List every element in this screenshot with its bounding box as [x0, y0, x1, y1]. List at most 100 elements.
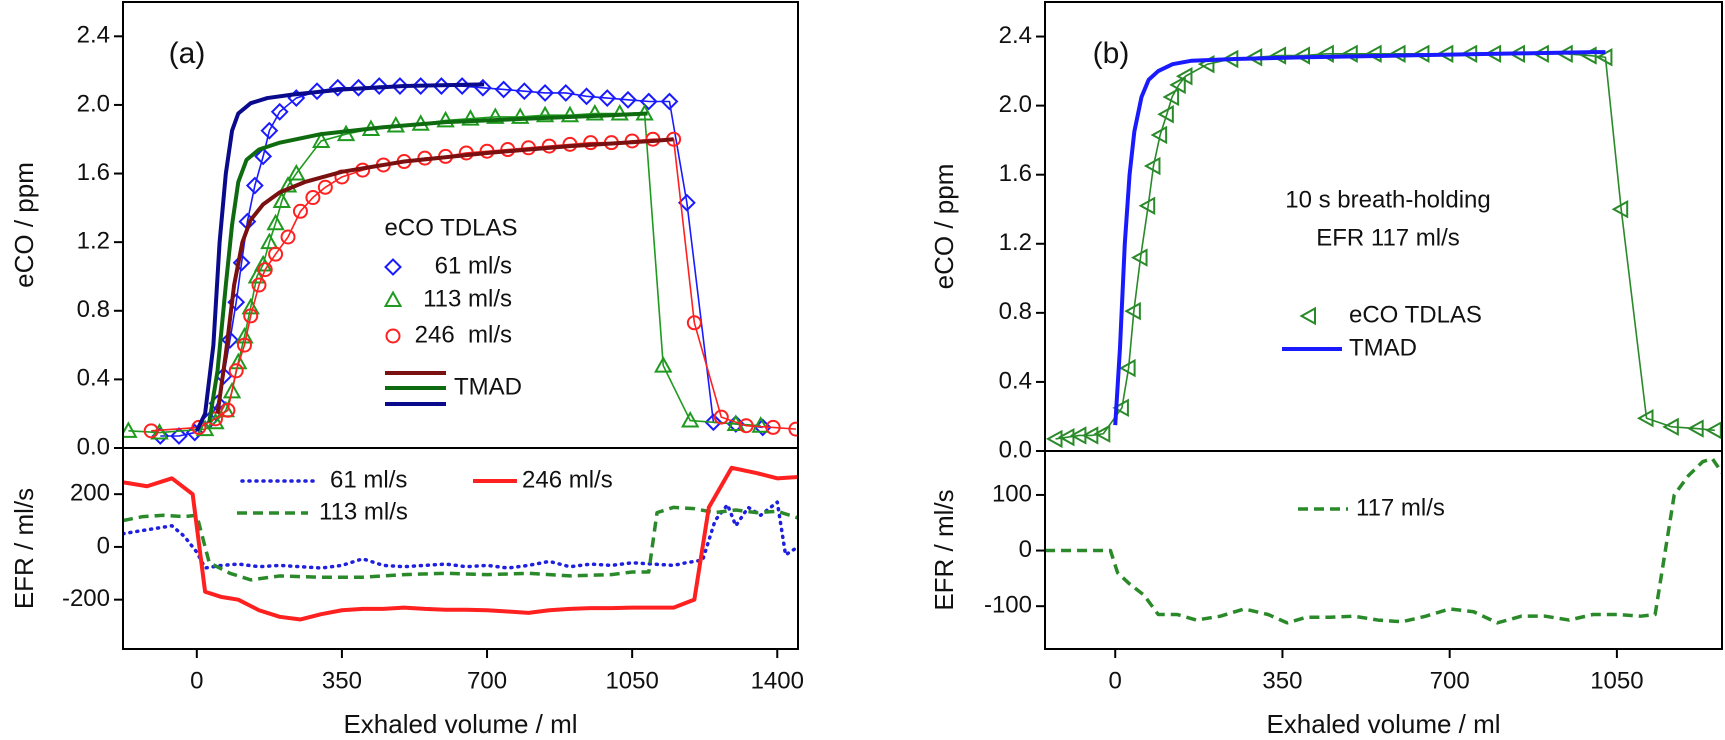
- marker: [686, 315, 702, 331]
- legend-label: 61 ml/s: [330, 466, 407, 493]
- marker: [272, 191, 291, 208]
- marker: [229, 352, 248, 370]
- y-axis-title: eCO / ppm: [9, 162, 39, 288]
- y-tick-label: 100: [992, 480, 1032, 507]
- y-tick-label: -200: [62, 585, 110, 612]
- marker: [511, 107, 530, 124]
- marker: [1162, 87, 1180, 107]
- marker: [317, 179, 333, 195]
- marker: [222, 381, 242, 399]
- y-tick-label: 0: [97, 532, 110, 559]
- y-tick-label: 0.0: [999, 436, 1032, 463]
- marker: [220, 402, 236, 418]
- marker: [1138, 196, 1156, 215]
- axes-frame: [1044, 450, 1723, 650]
- marker: [738, 418, 754, 434]
- y-tick-label: 200: [70, 480, 110, 507]
- x-tick-label: 700: [467, 667, 507, 694]
- legend-label: TMAD: [1349, 334, 1417, 361]
- y-tick-label: 1.6: [999, 160, 1032, 187]
- x-axis-title: Exhaled volume / ml: [1266, 709, 1500, 739]
- y-tick-label: 2.0: [999, 91, 1032, 118]
- data-line: [123, 465, 798, 622]
- marker: [268, 246, 284, 262]
- marker: [765, 419, 781, 435]
- marker: [1150, 125, 1168, 145]
- data-line: [123, 505, 798, 582]
- y-tick-label: -100: [984, 592, 1032, 619]
- y-tick-label: 0.4: [77, 365, 110, 392]
- annotation: 10 s breath-holding: [1285, 186, 1490, 213]
- y-tick-label: 0: [1019, 536, 1032, 563]
- marker: [411, 77, 430, 95]
- plot-area: [123, 77, 798, 445]
- y-tick-label: 0.4: [999, 367, 1032, 394]
- x-tick-label: 350: [322, 667, 362, 694]
- marker: [494, 80, 513, 99]
- marker: [619, 90, 637, 109]
- legend-label: eCO TDLAS: [1349, 301, 1482, 328]
- marker: [260, 232, 279, 250]
- marker: [461, 109, 480, 126]
- marker: [245, 176, 264, 195]
- data-line: [207, 111, 648, 423]
- marker: [370, 77, 389, 95]
- marker: [486, 107, 505, 124]
- y-tick-label: 0.8: [999, 298, 1032, 325]
- plot-area: [1045, 457, 1722, 625]
- marker: [221, 331, 239, 349]
- legend-label: TMAD: [454, 373, 522, 400]
- x-tick-label: 1050: [1590, 667, 1643, 694]
- x-tick-label: 1400: [751, 667, 804, 694]
- marker: [654, 356, 673, 373]
- marker: [257, 262, 273, 278]
- marker: [1636, 408, 1654, 428]
- plot-area: [123, 465, 798, 622]
- marker: [247, 266, 267, 284]
- marker: [311, 131, 331, 148]
- marker: [278, 175, 298, 193]
- marker: [536, 84, 554, 102]
- marker: [328, 78, 347, 97]
- data-line: [123, 500, 798, 570]
- marker: [270, 102, 289, 121]
- y-tick-label: 1.2: [77, 227, 110, 254]
- marker: [254, 147, 273, 166]
- marker: [349, 78, 368, 97]
- marker: [1143, 156, 1161, 176]
- marker: [560, 105, 580, 123]
- y-axis-title: EFR / ml/s: [929, 489, 959, 610]
- marker: [660, 92, 679, 111]
- marker: [436, 110, 455, 128]
- legend-label: 117 ml/s: [1356, 494, 1445, 521]
- marker: [143, 423, 159, 439]
- marker: [123, 421, 138, 438]
- marker: [1687, 419, 1704, 438]
- marker: [308, 82, 326, 101]
- y-tick-label: 2.0: [77, 90, 110, 117]
- marker: [577, 87, 596, 106]
- marker: [305, 190, 321, 206]
- marker: [1157, 105, 1174, 124]
- marker: [1119, 358, 1136, 378]
- marker: [704, 413, 723, 432]
- marker: [243, 308, 259, 324]
- x-tick-label: 350: [1262, 667, 1302, 694]
- marker: [556, 84, 575, 102]
- x-tick-label: 0: [190, 667, 203, 694]
- marker: [1662, 417, 1679, 437]
- marker: [788, 421, 798, 437]
- marker: [639, 92, 658, 111]
- marker: [515, 82, 534, 101]
- legend-title: eCO TDLAS: [385, 214, 518, 241]
- marker: [1299, 306, 1316, 326]
- y-tick-label: 1.2: [999, 229, 1032, 256]
- legend-label: 246 ml/s: [522, 466, 613, 493]
- y-tick-label: 2.4: [999, 22, 1032, 49]
- x-tick-label: 0: [1109, 667, 1122, 694]
- marker: [236, 337, 252, 353]
- legend-label: 246 ml/s: [415, 321, 512, 348]
- legend-label: 61 ml/s: [435, 252, 512, 279]
- marker: [232, 253, 251, 272]
- marker: [170, 427, 188, 445]
